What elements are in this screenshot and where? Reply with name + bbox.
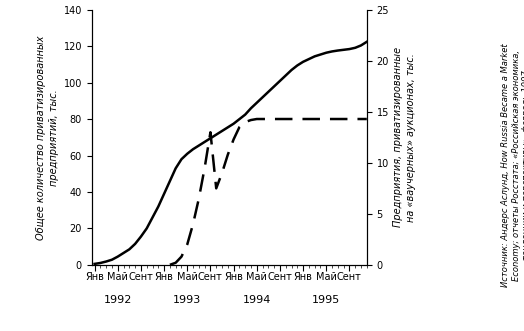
Text: 1994: 1994 bbox=[243, 295, 271, 306]
Text: 1992: 1992 bbox=[104, 295, 132, 306]
Y-axis label: Предприятия, приватизированные
на «ваучерных» аукционах, тыс.: Предприятия, приватизированные на «вауче… bbox=[393, 47, 417, 227]
Text: 1993: 1993 bbox=[173, 295, 201, 306]
Y-axis label: Общее количество приватизированных
предприятий, тыс.: Общее количество приватизированных предп… bbox=[36, 35, 59, 240]
Text: Источник: Андерс Аслунд, How Russia Became a Market
Economy; отчеты Росстата; «Р: Источник: Андерс Аслунд, How Russia Beca… bbox=[501, 44, 524, 287]
Text: 1995: 1995 bbox=[312, 295, 341, 306]
